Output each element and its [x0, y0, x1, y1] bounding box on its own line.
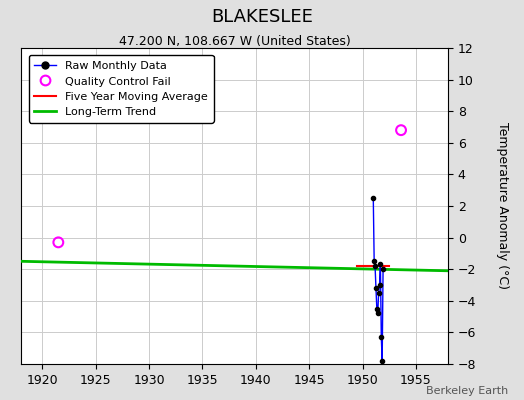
Title: 47.200 N, 108.667 W (United States): 47.200 N, 108.667 W (United States): [118, 35, 351, 48]
Legend: Raw Monthly Data, Quality Control Fail, Five Year Moving Average, Long-Term Tren: Raw Monthly Data, Quality Control Fail, …: [29, 55, 214, 123]
Y-axis label: Temperature Anomaly (°C): Temperature Anomaly (°C): [496, 122, 509, 290]
Point: [397, 127, 405, 133]
Text: Berkeley Earth: Berkeley Earth: [426, 386, 508, 396]
Text: BLAKESLEE: BLAKESLEE: [211, 8, 313, 26]
Point: [54, 239, 62, 246]
